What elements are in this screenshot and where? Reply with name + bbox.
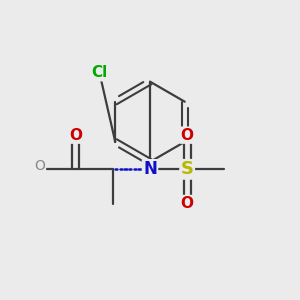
Text: O: O xyxy=(181,128,194,142)
Text: Cl: Cl xyxy=(91,65,108,80)
Text: O: O xyxy=(181,196,194,211)
Text: S: S xyxy=(181,160,194,178)
Text: N: N xyxy=(143,160,157,178)
Text: O: O xyxy=(69,128,82,142)
Text: O: O xyxy=(34,159,46,173)
Text: H: H xyxy=(33,162,44,176)
